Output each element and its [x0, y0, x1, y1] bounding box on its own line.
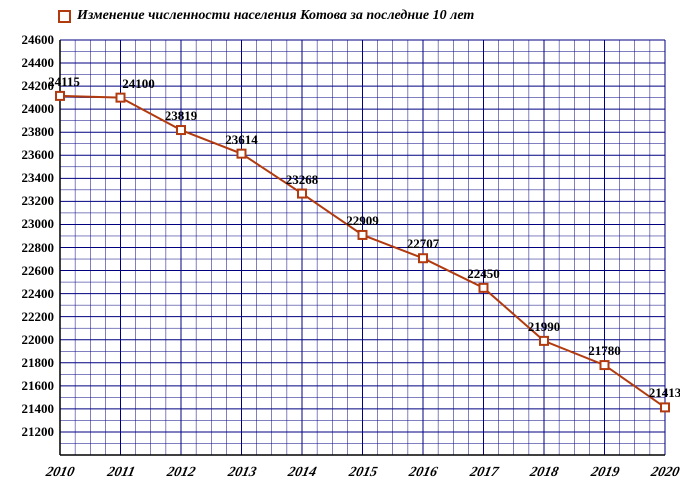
y-tick-label: 21400 [0, 401, 54, 417]
data-point-label: 22909 [346, 213, 379, 229]
x-tick-label: 2018 [528, 465, 559, 481]
x-tick-label: 2020 [649, 465, 680, 481]
y-tick-label: 23200 [0, 193, 54, 209]
y-tick-label: 23800 [0, 124, 54, 140]
data-point-label: 22707 [407, 236, 440, 252]
data-point-label: 24100 [122, 76, 155, 92]
data-point-label: 21780 [588, 343, 621, 359]
population-chart: Изменение численности населения Котова з… [0, 0, 680, 500]
data-point-label: 23819 [165, 108, 198, 124]
x-tick-label: 2019 [589, 465, 620, 481]
y-tick-label: 23600 [0, 147, 54, 163]
y-tick-label: 21800 [0, 355, 54, 371]
y-tick-label: 24600 [0, 32, 54, 48]
x-tick-label: 2014 [286, 465, 317, 481]
y-tick-label: 24200 [0, 78, 54, 94]
y-tick-label: 22200 [0, 309, 54, 325]
data-point-label: 23268 [286, 172, 319, 188]
x-tick-label: 2013 [226, 465, 257, 481]
chart-svg [0, 0, 680, 500]
y-tick-label: 23000 [0, 216, 54, 232]
data-point-label: 22450 [467, 266, 500, 282]
y-tick-label: 24000 [0, 101, 54, 117]
x-tick-label: 2017 [468, 465, 499, 481]
y-tick-label: 23400 [0, 170, 54, 186]
data-point-label: 24115 [48, 74, 80, 90]
y-tick-label: 21600 [0, 378, 54, 394]
y-tick-label: 24400 [0, 55, 54, 71]
data-point-label: 23614 [225, 132, 258, 148]
data-point-label: 21990 [528, 319, 561, 335]
y-tick-label: 22800 [0, 240, 54, 256]
x-tick-label: 2011 [105, 465, 136, 481]
x-tick-label: 2012 [165, 465, 196, 481]
y-tick-label: 22000 [0, 332, 54, 348]
data-point-label: 21413 [649, 385, 680, 401]
x-tick-label: 2016 [407, 465, 438, 481]
x-tick-label: 2015 [347, 465, 378, 481]
x-tick-label: 2010 [44, 465, 75, 481]
y-tick-label: 21200 [0, 424, 54, 440]
y-tick-label: 22600 [0, 263, 54, 279]
y-tick-label: 22400 [0, 286, 54, 302]
